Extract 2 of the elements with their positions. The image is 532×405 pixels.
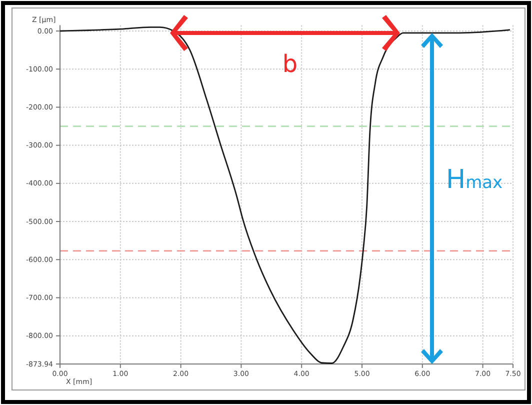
annotation: b xyxy=(282,50,298,78)
annotation: Hmax xyxy=(446,165,503,195)
